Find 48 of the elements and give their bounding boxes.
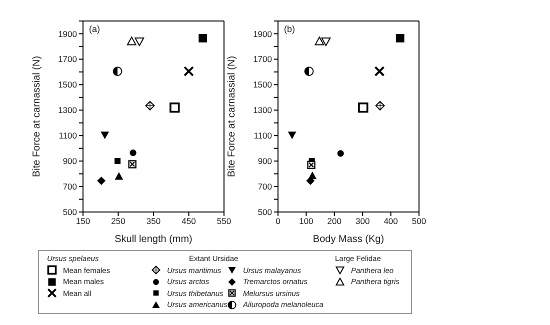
y-tick-label: 500: [258, 207, 272, 218]
y-tick-label: 1300: [58, 105, 78, 116]
x-tick-label: 500: [412, 216, 426, 226]
y-tick-label: 1900: [58, 28, 78, 39]
x-tick-label: 300: [356, 216, 370, 226]
x-tick-label: 450: [182, 216, 196, 226]
y-tick-label: 1700: [253, 54, 272, 64]
point: [288, 132, 296, 140]
point: [396, 34, 404, 42]
x-tick-label: 350: [146, 216, 161, 226]
y-tick-label: 900: [258, 156, 272, 166]
point: [114, 158, 121, 164]
point: [114, 172, 124, 180]
y-axis-title: Bite Force at carnassial (N): [226, 56, 238, 178]
chart-title: (b): [284, 24, 295, 34]
chart-title: (a): [89, 24, 100, 34]
y-tick-label: 1500: [58, 80, 78, 90]
y-tick-label: 700: [258, 182, 272, 192]
y-tick-label: 500: [62, 207, 78, 218]
x-axis-title: Body Mass (Kg): [312, 234, 384, 245]
x-tick-label: 200: [327, 216, 342, 226]
x-axis-title: Skull length (mm): [114, 234, 192, 245]
y-tick-label: 1100: [254, 130, 272, 141]
x-tick-label: 100: [299, 216, 314, 226]
x-tick-label: 550: [216, 216, 232, 226]
point: [112, 66, 122, 76]
x-tick-label: 150: [76, 216, 90, 226]
y-tick-label: 700: [62, 182, 78, 192]
point: [130, 149, 136, 156]
point: [170, 102, 180, 113]
point: [358, 102, 368, 113]
point: [184, 66, 194, 76]
y-tick-label: 1700: [58, 54, 78, 64]
point: [100, 132, 110, 140]
y-tick-label: 1500: [253, 80, 272, 90]
y-tick-label: 1900: [253, 28, 272, 39]
y-tick-label: 1100: [58, 130, 78, 141]
point: [337, 150, 344, 157]
x-tick-label: 0: [276, 216, 281, 226]
point: [304, 66, 314, 76]
y-tick-label: 900: [62, 156, 78, 166]
point: [374, 66, 385, 76]
x-tick-label: 400: [384, 216, 398, 226]
point: [97, 176, 106, 186]
y-tick-label: 1300: [253, 105, 272, 116]
x-tick-label: 250: [111, 216, 126, 226]
y-axis-title: Bite Force at carnassial (N): [32, 56, 43, 178]
point: [198, 34, 208, 42]
